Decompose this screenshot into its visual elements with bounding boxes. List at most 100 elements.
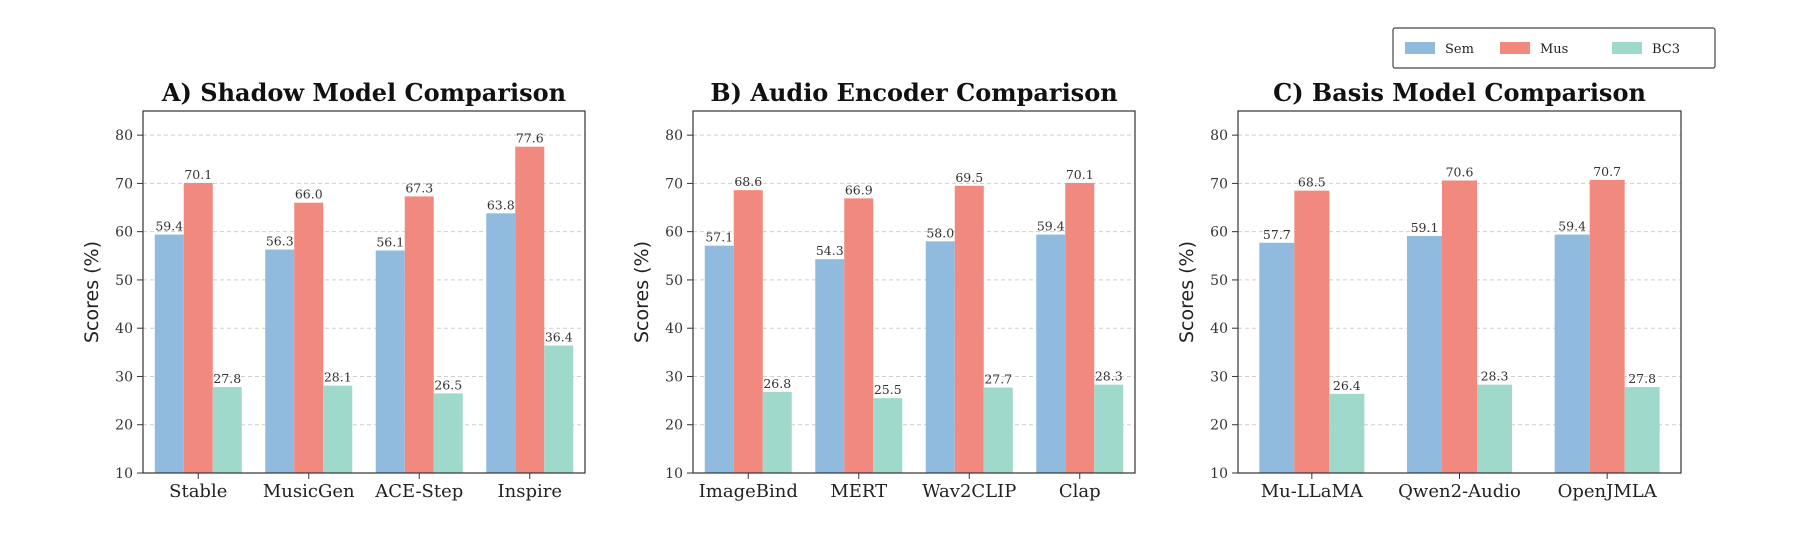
panel-title: C) Basis Model Comparison [1273, 78, 1646, 107]
bar-mus [1065, 182, 1095, 473]
bar-sem [925, 241, 955, 473]
bar-sem [704, 245, 734, 473]
y-tick-label: 80 [665, 128, 683, 144]
bar-value-label: 58.0 [926, 225, 954, 240]
legend-box [1392, 27, 1716, 69]
bar-value-label: 26.4 [1333, 378, 1361, 393]
bar-group-stable: 59.4 70.1 27.8 [154, 167, 242, 473]
bar-bc3 [544, 345, 574, 473]
bar-group-mert: 54.3 66.9 25.5 [815, 182, 903, 473]
panel-b: B) Audio Encoder Comparison 10 20 30 40 50 60 7… [631, 78, 1136, 502]
bar-sem [265, 249, 295, 473]
bar-mus [1442, 180, 1477, 473]
bar-bc3 [762, 391, 792, 473]
x-tick-label: Qwen2-Audio [1398, 481, 1521, 502]
bar-value-label: 25.5 [874, 382, 902, 397]
bar-sem [375, 250, 405, 473]
bar-group-musicgen: 56.3 66.0 28.1 [265, 187, 353, 473]
y-tick-label: 60 [115, 225, 133, 241]
bar-bc3 [1624, 387, 1660, 473]
y-axis-label: Scores (%) [81, 241, 103, 343]
bar-value-label: 27.8 [213, 371, 241, 386]
legend-swatch-bc3 [1612, 42, 1642, 54]
bar-value-label: 59.4 [1558, 219, 1586, 234]
y-axis-label: Scores (%) [631, 241, 653, 343]
bar-bc3 [983, 387, 1013, 473]
bar-value-label: 66.0 [295, 187, 323, 202]
x-tick-label: OpenJMLA [1558, 481, 1658, 502]
bar-sem [815, 259, 845, 473]
y-tick-label: 60 [1210, 225, 1228, 241]
panel-title: A) Shadow Model Comparison [161, 78, 566, 107]
panel-c: C) Basis Model Comparison 10 20 30 40 50 60 70 8… [1176, 78, 1682, 502]
bar-value-label: 28.3 [1095, 369, 1123, 384]
bar-value-label: 26.8 [763, 376, 791, 391]
bar-value-label: 56.1 [376, 234, 404, 249]
bar-mus [1294, 190, 1330, 473]
bar-value-label: 36.4 [545, 330, 573, 345]
bar-sem [1036, 234, 1066, 473]
plot-frame [1237, 110, 1682, 474]
bar-value-label: 67.3 [405, 180, 433, 195]
y-axis-label: Scores (%) [1176, 241, 1198, 343]
bar-value-label: 56.3 [266, 234, 294, 249]
bar-value-label: 28.3 [1481, 369, 1509, 384]
bar-value-label: 27.8 [1628, 371, 1656, 386]
bar-value-label: 28.1 [324, 370, 352, 385]
bar-value-label: 63.8 [487, 197, 515, 212]
chart-panels: A) Shadow Model Comparison 10 20 30 40 50 60 70… [81, 78, 1682, 502]
y-tick-label: 50 [115, 273, 133, 289]
bar-value-label: 68.6 [734, 174, 762, 189]
panel-a: A) Shadow Model Comparison 10 20 30 40 50 60 70… [81, 78, 586, 502]
x-tick-label: MusicGen [263, 481, 355, 502]
bar-mus [294, 202, 324, 473]
legend-label: Mus [1540, 42, 1568, 57]
bar-bc3 [873, 398, 903, 473]
y-tick-label: 10 [115, 466, 133, 482]
bar-mus [733, 190, 763, 473]
y-tick-label: 40 [1210, 321, 1228, 337]
bar-value-label: 57.7 [1263, 227, 1291, 242]
bar-mus [1589, 180, 1625, 473]
bar-group-ace-step: 56.1 67.3 26.5 [375, 180, 463, 473]
bar-bc3 [1329, 393, 1365, 473]
bar-group-wav2clip: 58.0 69.5 27.7 [925, 170, 1013, 473]
x-tick-label: ImageBind [699, 481, 798, 502]
x-tick-label: Stable [169, 481, 227, 502]
y-tick-label: 30 [1210, 369, 1228, 385]
legend-swatch-sem [1405, 42, 1435, 54]
legend-item-mus: Mus [1500, 42, 1568, 57]
bar-mus [404, 196, 434, 473]
y-tick-label: 30 [115, 369, 133, 385]
x-tick-label: Wav2CLIP [922, 481, 1016, 502]
y-tick-label: 10 [1210, 466, 1228, 482]
bar-value-label: 59.4 [155, 219, 183, 234]
legend-item-sem: Sem [1405, 42, 1474, 57]
bar-mus [183, 182, 213, 473]
bar-sem [1259, 242, 1295, 473]
bar-value-label: 54.3 [816, 243, 844, 258]
bar-bc3 [1094, 384, 1124, 473]
y-tick-label: 70 [115, 176, 133, 192]
x-tick-label: Mu-LLaMA [1261, 481, 1364, 502]
bar-sem [1407, 236, 1442, 473]
y-tick-label: 80 [115, 128, 133, 144]
bar-sem [486, 213, 516, 474]
bar-value-label: 70.7 [1593, 164, 1621, 179]
bar-mus [954, 185, 984, 473]
plot-frame [142, 110, 586, 474]
y-tick-label: 40 [665, 321, 683, 337]
legend: Sem Mus BC3 [1392, 27, 1716, 69]
bar-value-label: 59.4 [1037, 219, 1065, 234]
bar-value-label: 66.9 [845, 182, 873, 197]
legend-swatch-mus [1500, 42, 1530, 54]
bar-value-label: 77.6 [516, 131, 544, 146]
bar-value-label: 70.6 [1446, 165, 1474, 180]
legend-label: Sem [1445, 42, 1474, 57]
bar-group-imagebind: 57.1 68.6 26.8 [704, 174, 792, 473]
bar-sem [1554, 234, 1590, 473]
legend-label: BC3 [1652, 42, 1680, 57]
bar-mus [844, 198, 874, 473]
bar-bc3 [212, 387, 242, 473]
bar-value-label: 57.1 [705, 230, 733, 245]
